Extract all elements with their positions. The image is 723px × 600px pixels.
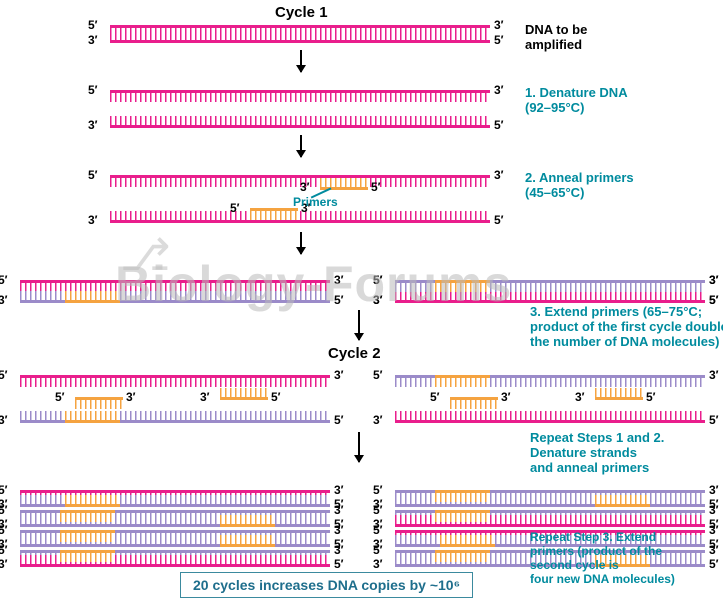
cycle2-title: Cycle 2 bbox=[328, 345, 381, 362]
step1-label: 1. Denature DNA (92–95°C) bbox=[525, 85, 628, 115]
step2-label: 2. Anneal primers (45–65°C) bbox=[525, 170, 634, 200]
dna-to-amplify-label: DNA to be amplified bbox=[525, 22, 587, 52]
summary-box: 20 cycles increases DNA copies by ~10⁶ bbox=[180, 572, 473, 598]
repeat12-label: Repeat Steps 1 and 2. Denature strands a… bbox=[530, 430, 664, 475]
repeat3-label: Repeat Step 3. Extend primers (product o… bbox=[530, 530, 675, 586]
pcr-diagram: Cycle 15′3′3′5′DNA to be amplified5′3′3′… bbox=[0, 0, 723, 600]
step3-label: 3. Extend primers (65–75°C; product of t… bbox=[530, 304, 723, 349]
cycle1-title: Cycle 1 bbox=[275, 4, 328, 21]
primers-label: Primers bbox=[293, 195, 338, 209]
